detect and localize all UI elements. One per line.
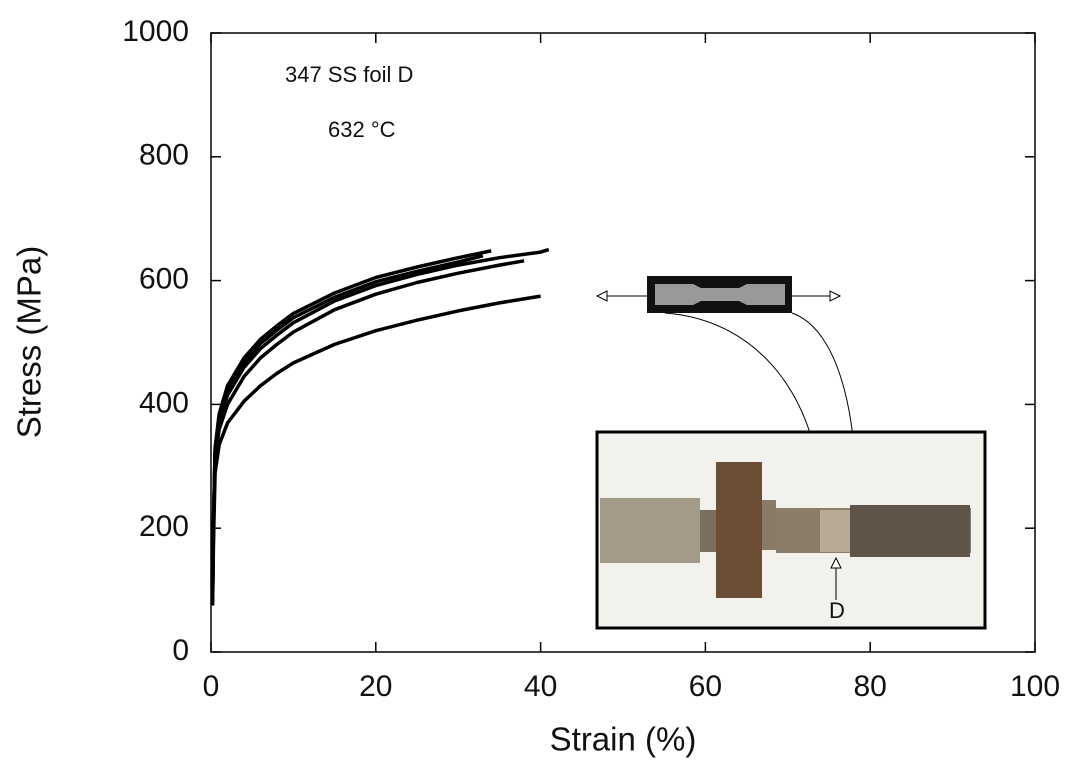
x-tick-label: 40 xyxy=(524,670,557,703)
y-tick-label: 600 xyxy=(139,263,189,296)
data-line xyxy=(210,259,525,600)
x-axis-label: Strain (%) xyxy=(550,721,697,758)
y-tick-label: 1000 xyxy=(122,15,189,48)
x-tick-label: 0 xyxy=(203,670,220,703)
y-tick-label: 800 xyxy=(139,139,189,172)
x-tick-label: 60 xyxy=(689,670,722,703)
y-tick-label: 0 xyxy=(172,634,189,667)
plot-frame xyxy=(210,32,1036,653)
inset: D xyxy=(595,276,987,630)
annotation: 347 SS foil D xyxy=(285,62,413,87)
annotation: 632 °C xyxy=(328,117,396,142)
y-tick-label: 400 xyxy=(139,386,189,419)
data-line xyxy=(210,294,541,606)
y-axis-label: Stress (MPa) xyxy=(11,246,48,439)
y-tick-label: 200 xyxy=(139,510,189,543)
x-tick-label: 100 xyxy=(1010,670,1060,703)
inset-label: D xyxy=(829,598,845,623)
x-tick-label: 80 xyxy=(854,670,887,703)
data-line xyxy=(210,254,484,594)
x-tick-label: 20 xyxy=(359,670,392,703)
